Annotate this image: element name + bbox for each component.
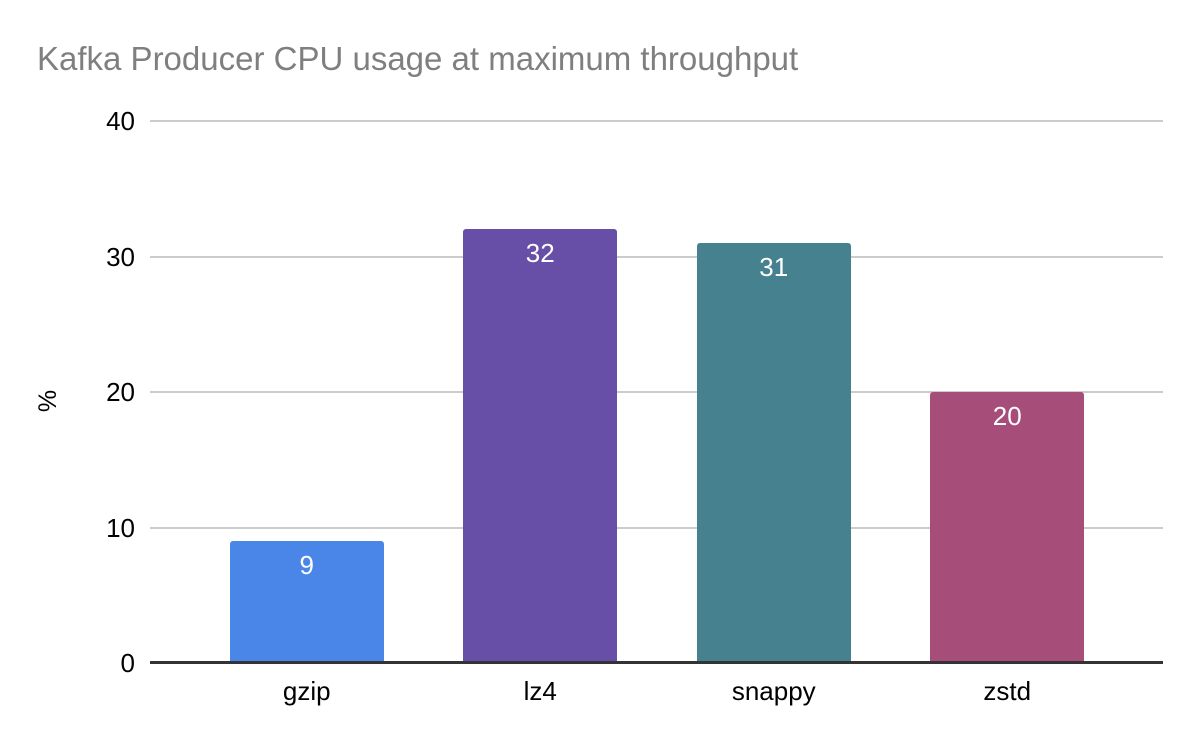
x-tick-label-snappy: snappy [731,676,816,706]
bar-value-label-snappy: 31 [759,251,789,282]
y-tick-label-40: 40 [106,106,135,136]
y-tick-label-0: 0 [120,648,135,678]
bar-zstd: 20 [930,392,1085,663]
gridline-40 [150,120,1163,122]
x-tick-label-gzip: gzip [282,676,331,706]
bar-lz4: 32 [463,229,618,663]
y-tick-label-10: 10 [106,512,135,543]
bar-value-label-gzip: 9 [299,550,314,581]
y-tick-label-30: 30 [106,241,135,272]
x-axis-line [150,661,1163,664]
bar-value-label-lz4: 32 [525,238,555,269]
x-tick-label-zstd: zstd [983,676,1032,706]
plot-area: 0 10 20 30 40 9 gzip 32 lz4 31 snappy 20 zstd [106,108,1163,706]
bar-gzip: 9 [229,541,384,663]
bar-value-label-zstd: 20 [992,401,1022,431]
chart-title: Kafka Producer CPU usage at maximum thro… [37,40,799,77]
gridline-20 [150,391,1163,393]
x-tick-label-lz4: lz4 [523,676,557,706]
y-tick-label-20: 20 [106,377,135,407]
bar-snappy: 31 [696,242,851,663]
gridline-10 [150,526,1163,529]
gridline-30 [150,255,1163,258]
